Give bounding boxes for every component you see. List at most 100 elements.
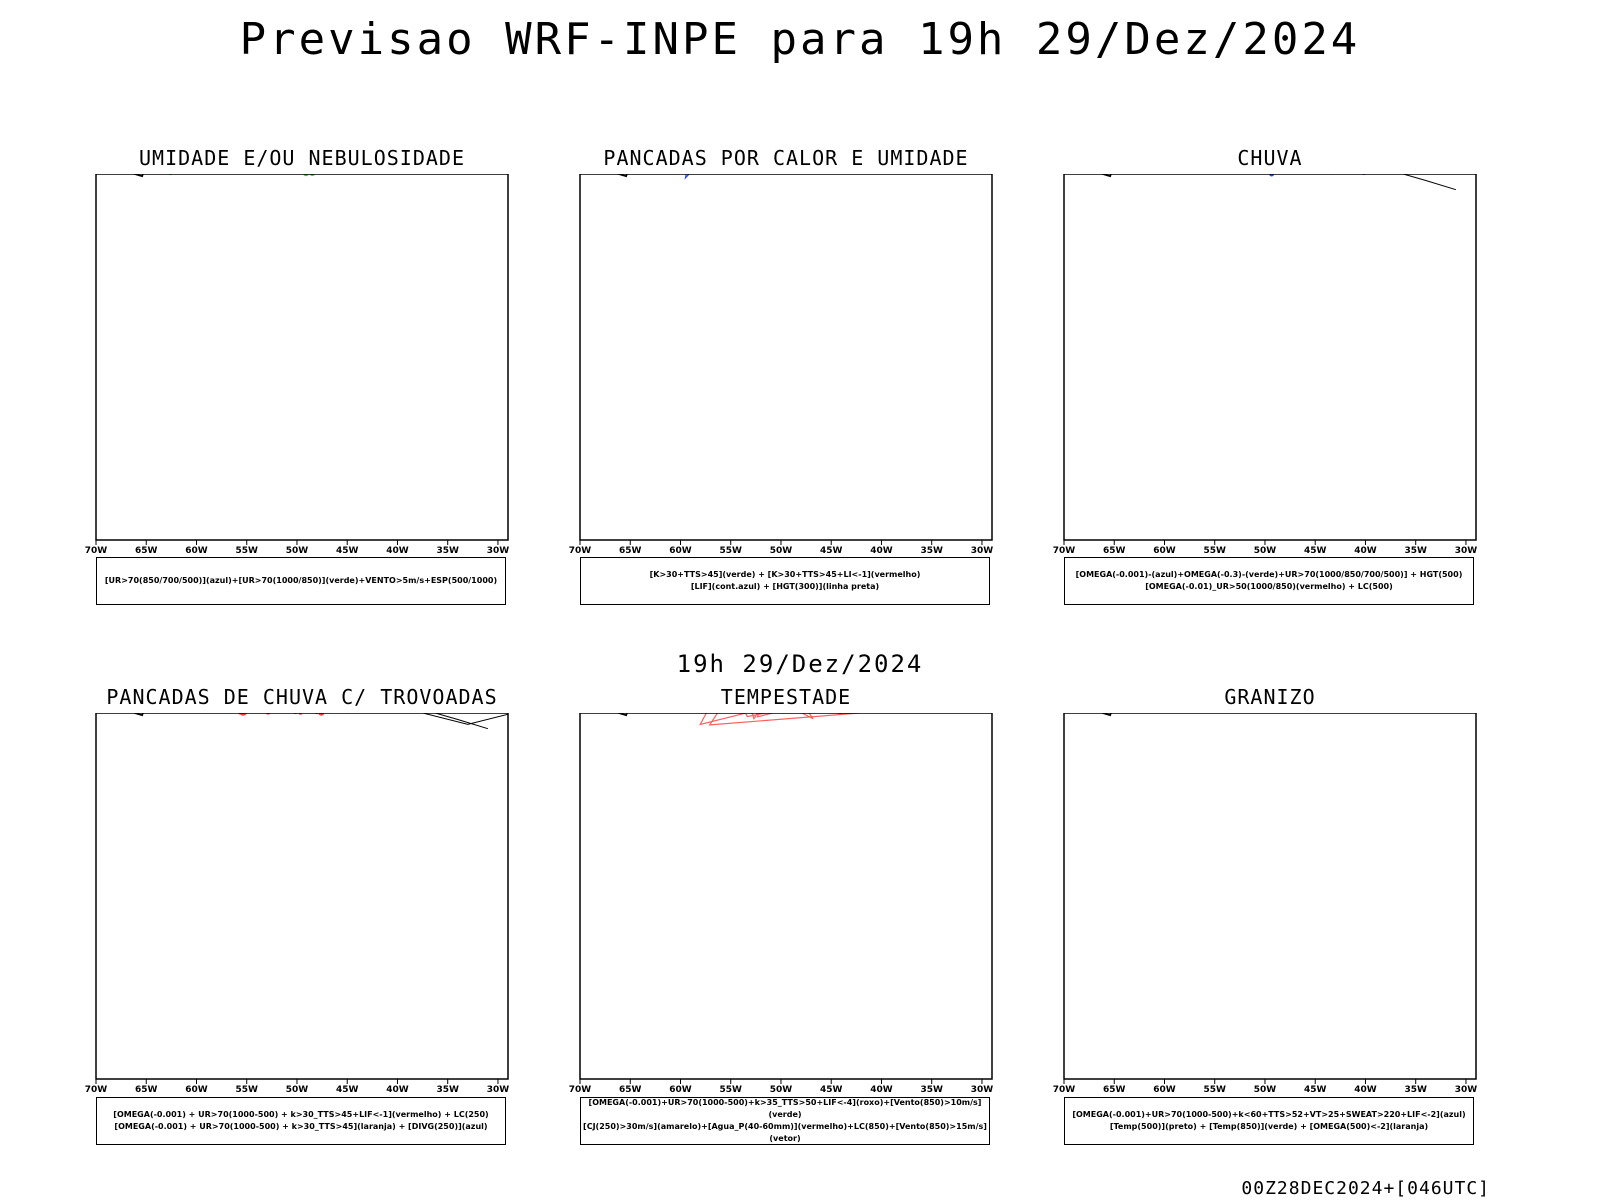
lon-label: 60W <box>185 546 208 554</box>
legend-line: [CJ(250)>30m/s](amarelo)+[Agua_P(40-60mm… <box>583 1122 987 1143</box>
lon-label: 70W <box>85 546 108 554</box>
mid-title: 19h 29/Dez/2024 <box>676 650 924 678</box>
lon-label: 35W <box>436 546 459 554</box>
legend-line: [K>30+TTS>45](verde) + [K>30+TTS>45+LI<-… <box>649 570 921 579</box>
lon-label: 55W <box>720 1085 743 1093</box>
lon-label: 50W <box>286 1085 309 1093</box>
lon-label: 45W <box>1304 1085 1327 1093</box>
lon-label: 65W <box>1103 1085 1126 1093</box>
lon-label: 45W <box>336 546 359 554</box>
legend-line: [OMEGA(-0.001)+UR>70(1000-500)+k>35_TTS>… <box>588 1098 982 1119</box>
lon-label: 70W <box>85 1085 108 1093</box>
legend-line: [UR>70(850/700/500)](azul)+[UR>70(1000/8… <box>104 576 498 585</box>
water-contour <box>708 713 868 726</box>
lon-label: 70W <box>569 1085 592 1093</box>
panel-title-granizo: GRANIZO <box>1224 685 1316 709</box>
water-contour <box>744 713 770 718</box>
map-umidade: 1008100810121008101210161012101610201008… <box>85 174 510 554</box>
lon-label: 35W <box>920 546 943 554</box>
legend-chuva: [OMEGA(-0.001)-(azul)+OMEGA(-0.3)-(verde… <box>1064 557 1474 605</box>
lon-label: 70W <box>1053 546 1076 554</box>
lon-label: 50W <box>1254 1085 1277 1093</box>
legend-pancadas-trovoadas: [OMEGA(-0.001) + UR>70(1000-500) + k>30_… <box>96 1097 506 1145</box>
lon-label: 45W <box>820 546 843 554</box>
lon-label: 40W <box>870 1085 893 1093</box>
lon-label: 50W <box>286 546 309 554</box>
lon-label: 65W <box>135 546 158 554</box>
lon-label: 65W <box>619 1085 642 1093</box>
water-contour <box>756 713 775 718</box>
lon-label: 60W <box>1153 1085 1176 1093</box>
legend-tempestade: [OMEGA(-0.001)+UR>70(1000-500)+k>35_TTS>… <box>580 1097 990 1145</box>
streamline <box>420 713 508 725</box>
lon-label: 55W <box>720 546 743 554</box>
lon-label: 65W <box>1103 546 1126 554</box>
water-contour <box>699 713 749 726</box>
lon-label: 45W <box>820 1085 843 1093</box>
page-title: Previsao WRF-INPE para 19h 29/Dez/2024 <box>239 14 1361 65</box>
lon-label: 50W <box>770 1085 793 1093</box>
map-granizo: -12-12-15-1521181518211512S15S18S21S24S2… <box>1053 713 1478 1093</box>
lon-label: 30W <box>1455 1085 1478 1093</box>
map-content <box>131 713 508 730</box>
lon-label: 60W <box>669 546 692 554</box>
streamline <box>1401 174 1457 191</box>
panel-title-pancadas-calor: PANCADAS POR CALOR E UMIDADE <box>603 146 969 170</box>
map-frame <box>95 174 509 541</box>
map-frame <box>1063 713 1477 1080</box>
legend-line: [OMEGA(-0.001)+UR>70(1000-500)+k<60+TTS>… <box>1072 1110 1466 1119</box>
lon-label: 35W <box>1404 1085 1427 1093</box>
legend-line: [Temp(500)](preto) + [Temp(850)](verde) … <box>1109 1122 1429 1131</box>
water-contour <box>751 713 843 720</box>
lon-label: 70W <box>1053 1085 1076 1093</box>
legend-line: [OMEGA(-0.001) + UR>70(1000-500) + k>30_… <box>113 1110 489 1119</box>
panel-title-tempestade: TEMPESTADE <box>720 685 852 709</box>
lon-label: 40W <box>1354 1085 1377 1093</box>
streamline <box>433 713 489 730</box>
lon-label: 65W <box>619 546 642 554</box>
lon-label: 45W <box>336 1085 359 1093</box>
map-chuva: 58258257957657357056757657958257312S15S1… <box>1053 174 1478 554</box>
run-footer: 00Z28DEC2024+[046UTC] <box>1241 1178 1490 1199</box>
legend-line: [OMEGA(-0.001) + UR>70(1000-500) + k>30_… <box>114 1122 488 1131</box>
panel-title-umidade: UMIDADE E/OU NEBULOSIDADE <box>138 146 466 170</box>
lon-label: 40W <box>1354 546 1377 554</box>
lon-label: 30W <box>971 1085 994 1093</box>
lon-label: 65W <box>135 1085 158 1093</box>
legend-pancadas-calor: [K>30+TTS>45](verde) + [K>30+TTS>45+LI<-… <box>580 557 990 605</box>
legend-umidade: [UR>70(850/700/500)](azul)+[UR>70(1000/8… <box>96 557 506 605</box>
lon-label: 35W <box>920 1085 943 1093</box>
lon-label: 60W <box>185 1085 208 1093</box>
lon-label: 55W <box>1204 546 1227 554</box>
lon-label: 50W <box>1254 546 1277 554</box>
legend-granizo: [OMEGA(-0.001)+UR>70(1000-500)+k<60+TTS>… <box>1064 1097 1474 1145</box>
lon-label: 30W <box>971 546 994 554</box>
map-frame <box>1063 174 1477 541</box>
map-content <box>585 713 986 726</box>
map-content: 582582579576573570567576579582573 <box>1099 174 1457 191</box>
lon-label: 30W <box>487 1085 510 1093</box>
lon-label: 30W <box>487 546 510 554</box>
panel-title-pancadas-trovoadas: PANCADAS DE CHUVA C/ TROVOADAS <box>106 685 498 709</box>
panel-title-chuva: CHUVA <box>1237 146 1303 170</box>
lon-label: 70W <box>569 546 592 554</box>
lon-label: 35W <box>436 1085 459 1093</box>
map-pancadas-trovoadas: 12S15S18S21S24S27S30S33S36S39S42S70W65W6… <box>85 713 510 1093</box>
map-pancadas-calor: 96009520944093609360960095209520960012S1… <box>569 174 994 554</box>
map-frame <box>95 713 509 1080</box>
legend-line: [LIF](cont.azul) + [HGT(300)](linha pret… <box>690 582 880 591</box>
lon-label: 55W <box>236 1085 259 1093</box>
map-frame <box>579 713 993 1080</box>
lon-label: 55W <box>1204 1085 1227 1093</box>
lon-label: 40W <box>386 546 409 554</box>
lon-label: 60W <box>1153 546 1176 554</box>
map-frame <box>579 174 993 541</box>
lon-label: 30W <box>1455 546 1478 554</box>
map-tempestade: 12S15S18S21S24S27S30S33S36S39S42S70W65W6… <box>569 713 994 1093</box>
lon-label: 40W <box>870 546 893 554</box>
lon-label: 55W <box>236 546 259 554</box>
legend-line: [OMEGA(-0.001)-(azul)+OMEGA(-0.3)-(verde… <box>1075 570 1463 579</box>
lon-label: 40W <box>386 1085 409 1093</box>
lon-label: 60W <box>669 1085 692 1093</box>
lon-label: 50W <box>770 546 793 554</box>
